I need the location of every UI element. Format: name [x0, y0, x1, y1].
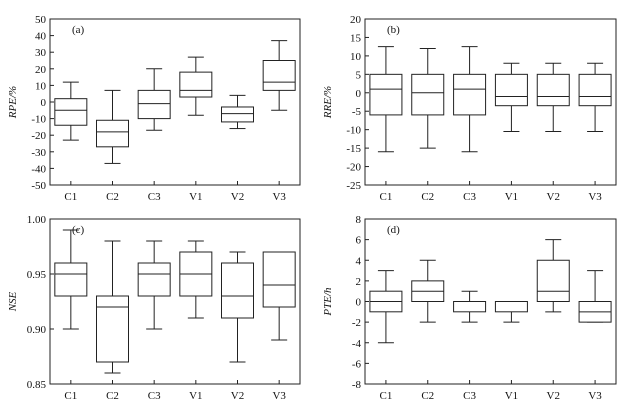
y-tick-label: 4	[356, 255, 362, 267]
y-tick-label: 1.00	[27, 214, 47, 226]
y-tick-label: -20	[346, 162, 361, 174]
y-tick-label: 20	[35, 64, 47, 76]
y-axis-label: RPE/%	[7, 86, 19, 119]
box-C3	[453, 73, 487, 116]
y-tick-label: 30	[35, 47, 47, 59]
x-tick-label: V1	[189, 390, 202, 402]
x-tick-label: C2	[106, 390, 119, 402]
y-tick-label: -4	[352, 338, 362, 350]
y-tick-label: -10	[346, 125, 361, 137]
y-axis-label: PTE/h	[322, 287, 334, 317]
y-tick-label: 0.90	[27, 324, 47, 336]
y-tick-label: -8	[352, 379, 362, 391]
y-tick-label: -50	[31, 180, 46, 192]
x-tick-label: V1	[505, 191, 518, 203]
box-V1	[179, 71, 213, 98]
panel-tag: (b)	[387, 24, 400, 36]
y-tick-label: 5	[356, 69, 362, 81]
box-C2	[96, 119, 129, 148]
plot-frame-4	[364, 218, 617, 385]
y-tick-label: 20	[350, 14, 362, 26]
box-V2	[221, 106, 254, 123]
x-tick-label: C1	[64, 191, 77, 203]
box-C3	[137, 262, 171, 297]
panel-tag: (d)	[387, 224, 400, 236]
x-tick-label: C1	[379, 390, 392, 402]
y-tick-label: -40	[31, 163, 46, 175]
plot-frame-1	[49, 18, 301, 186]
y-tick-label: -5	[352, 106, 362, 118]
x-tick-label: V2	[231, 191, 244, 203]
y-tick-label: -30	[31, 147, 46, 159]
y-axis-label: NSE	[7, 291, 19, 312]
y-tick-label: -20	[31, 130, 46, 142]
y-tick-label: 15	[350, 32, 362, 44]
y-tick-label: 0.85	[27, 379, 47, 391]
y-tick-label: 10	[35, 80, 47, 92]
y-axis-label: RRE/%	[322, 86, 334, 119]
x-tick-label: C3	[463, 390, 476, 402]
box-C1	[369, 73, 403, 116]
y-tick-label: 10	[350, 51, 362, 63]
x-tick-label: V2	[231, 390, 244, 402]
x-tick-label: C2	[106, 191, 119, 203]
y-tick-label: 0.95	[27, 269, 47, 281]
box-V2	[221, 262, 254, 319]
x-tick-label: C1	[64, 390, 77, 402]
y-tick-label: -10	[31, 114, 46, 126]
y-tick-label: -6	[352, 358, 362, 370]
x-tick-label: V3	[272, 191, 286, 203]
box-C2	[96, 295, 129, 363]
y-tick-label: -15	[346, 143, 361, 155]
x-tick-label: C3	[463, 191, 476, 203]
x-tick-label: C3	[148, 191, 161, 203]
box-V3	[262, 60, 296, 91]
box-V2	[536, 73, 570, 107]
y-tick-label: 6	[356, 235, 362, 247]
box-V2	[536, 259, 570, 302]
y-tick-label: 8	[356, 214, 362, 226]
plot-frame-3	[49, 218, 301, 385]
y-tick-label: 0	[356, 297, 362, 309]
x-tick-label: V2	[547, 191, 560, 203]
x-tick-label: V3	[272, 390, 286, 402]
box-C3	[137, 89, 171, 120]
box-V1	[494, 301, 528, 313]
y-tick-label: -25	[346, 180, 361, 192]
box-C3	[453, 301, 487, 313]
x-tick-label: V1	[505, 390, 518, 402]
box-C1	[54, 98, 88, 126]
x-tick-label: V3	[588, 191, 602, 203]
x-tick-label: C3	[148, 390, 161, 402]
box-V3	[262, 251, 296, 308]
x-tick-label: C2	[421, 191, 434, 203]
y-tick-label: 40	[35, 31, 47, 43]
y-tick-label: 0	[41, 97, 47, 109]
y-tick-label: 50	[35, 14, 47, 26]
box-V3	[578, 73, 612, 107]
y-tick-label: -2	[352, 317, 361, 329]
y-tick-label: 0	[356, 88, 362, 100]
x-tick-label: V3	[588, 390, 602, 402]
panel-tag: (a)	[72, 24, 85, 36]
box-C1	[54, 262, 88, 297]
x-tick-label: V2	[547, 390, 560, 402]
box-C2	[411, 73, 445, 116]
plot-frame-2	[364, 18, 617, 186]
box-V1	[494, 73, 528, 107]
y-tick-label: 2	[356, 276, 362, 288]
x-tick-label: C2	[421, 390, 434, 402]
x-tick-label: C1	[379, 191, 392, 203]
x-tick-label: V1	[189, 191, 202, 203]
